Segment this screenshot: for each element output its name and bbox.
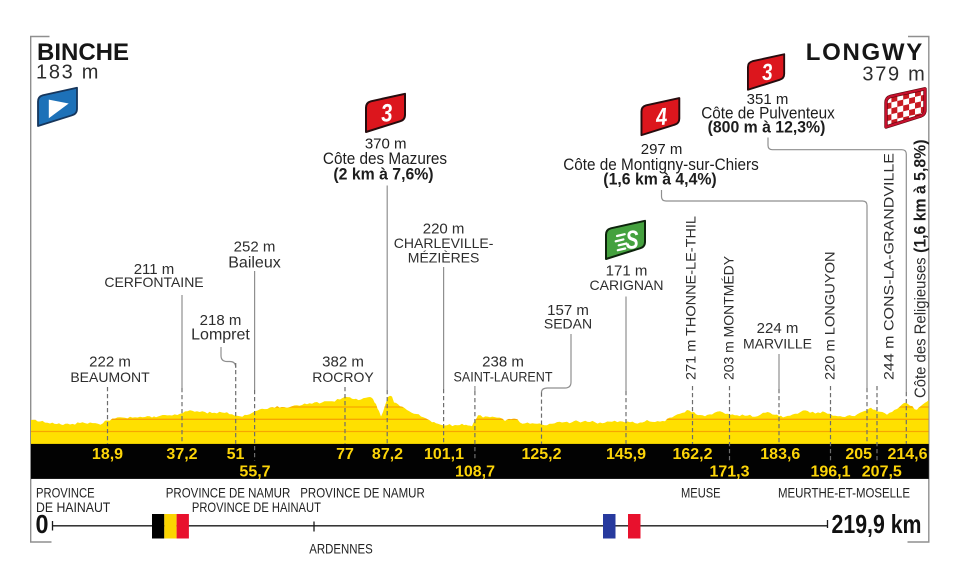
svg-text:S: S — [625, 224, 640, 254]
svg-text:214,6: 214,6 — [887, 446, 927, 463]
svg-text:SEDAN: SEDAN — [544, 316, 592, 332]
svg-text:Côte des Religieuses: Côte des Religieuses — [913, 257, 930, 398]
svg-text:297 m: 297 m — [641, 141, 683, 158]
svg-text:18,9: 18,9 — [92, 446, 123, 463]
svg-text:3: 3 — [761, 59, 774, 86]
svg-text:BEAUMONT: BEAUMONT — [70, 369, 150, 385]
svg-text:157 m: 157 m — [547, 302, 589, 319]
svg-text:3: 3 — [380, 99, 394, 128]
svg-text:MÉZIÈRES: MÉZIÈRES — [408, 250, 480, 266]
svg-text:207,5: 207,5 — [862, 464, 902, 481]
svg-text:252 m: 252 m — [234, 239, 276, 256]
svg-text:(1,6 km à 4,4%): (1,6 km à 4,4%) — [603, 170, 716, 189]
svg-text:CARIGNAN: CARIGNAN — [590, 277, 664, 293]
svg-text:PROVINCE: PROVINCE — [36, 485, 95, 501]
svg-text:(2 km à 7,6%): (2 km à 7,6%) — [333, 164, 433, 183]
svg-text:351 m: 351 m — [747, 91, 789, 108]
svg-text:219,9 km: 219,9 km — [832, 509, 922, 539]
svg-text:222 m: 222 m — [89, 354, 131, 371]
svg-text:162,2: 162,2 — [672, 446, 712, 463]
svg-text:MEUSE: MEUSE — [681, 485, 721, 501]
svg-text:ROCROY: ROCROY — [312, 369, 374, 385]
svg-text:271 m THONNE-LE-THIL: 271 m THONNE-LE-THIL — [683, 216, 699, 380]
svg-text:PROVINCE DE NAMUR: PROVINCE DE NAMUR — [300, 485, 425, 501]
svg-text:145,9: 145,9 — [606, 446, 646, 463]
svg-text:0: 0 — [36, 509, 49, 539]
svg-text:CHARLEVILLE-: CHARLEVILLE- — [394, 235, 494, 251]
svg-text:(1,6 km à 5,8%): (1,6 km à 5,8%) — [911, 140, 930, 253]
svg-text:77: 77 — [336, 446, 354, 463]
svg-text:Côte de Montigny-sur-Chiers: Côte de Montigny-sur-Chiers — [563, 155, 759, 174]
svg-text:183 m: 183 m — [36, 62, 100, 84]
svg-text:379 m: 379 m — [862, 64, 926, 86]
svg-text:SAINT-LAURENT: SAINT-LAURENT — [454, 368, 553, 384]
svg-text:4: 4 — [654, 103, 668, 131]
svg-text:370 m: 370 m — [365, 136, 407, 153]
svg-text:PROVINCE DE HAINAUT: PROVINCE DE HAINAUT — [192, 499, 321, 515]
svg-text:Côte de Pulventeux: Côte de Pulventeux — [701, 104, 835, 123]
svg-text:125,2: 125,2 — [521, 446, 561, 463]
svg-text:Baileux: Baileux — [228, 254, 280, 271]
svg-text:101,1: 101,1 — [424, 446, 464, 463]
svg-text:205: 205 — [845, 446, 872, 463]
svg-text:PROVINCE DE NAMUR: PROVINCE DE NAMUR — [166, 485, 291, 501]
svg-text:220 m: 220 m — [423, 220, 465, 237]
svg-text:238 m: 238 m — [482, 353, 524, 370]
svg-text:244 m CONS-LA-GRANDVILLE: 244 m CONS-LA-GRANDVILLE — [881, 153, 897, 380]
svg-text:CERFONTAINE: CERFONTAINE — [104, 274, 203, 290]
svg-text:ARDENNES: ARDENNES — [309, 541, 373, 557]
svg-text:382 m: 382 m — [322, 354, 364, 371]
svg-text:220 m LONGUYON: 220 m LONGUYON — [822, 251, 838, 380]
svg-text:Côte des Mazures: Côte des Mazures — [323, 149, 447, 168]
svg-text:LONGWY: LONGWY — [806, 39, 924, 66]
svg-text:BINCHE: BINCHE — [37, 39, 129, 66]
svg-text:218 m: 218 m — [200, 312, 242, 329]
svg-text:MARVILLE: MARVILLE — [743, 336, 812, 352]
svg-text:DE HAINAUT: DE HAINAUT — [36, 499, 111, 515]
svg-text:183,6: 183,6 — [760, 446, 800, 463]
svg-text:171,3: 171,3 — [709, 464, 749, 481]
svg-text:55,7: 55,7 — [239, 464, 270, 481]
svg-text:(800 m à 12,3%): (800 m à 12,3%) — [708, 118, 826, 137]
svg-text:MEURTHE-ET-MOSELLE: MEURTHE-ET-MOSELLE — [778, 485, 910, 501]
svg-text:171 m: 171 m — [606, 263, 648, 280]
svg-text:203 m MONTMÉDY: 203 m MONTMÉDY — [721, 255, 737, 380]
svg-text:Lompret: Lompret — [191, 327, 250, 344]
svg-text:108,7: 108,7 — [455, 464, 495, 481]
svg-text:51: 51 — [227, 446, 245, 463]
svg-text:37,2: 37,2 — [166, 446, 197, 463]
svg-text:196,1: 196,1 — [810, 464, 850, 481]
svg-text:211 m: 211 m — [134, 261, 175, 278]
svg-text:224 m: 224 m — [757, 320, 799, 337]
svg-text:87,2: 87,2 — [372, 446, 403, 463]
